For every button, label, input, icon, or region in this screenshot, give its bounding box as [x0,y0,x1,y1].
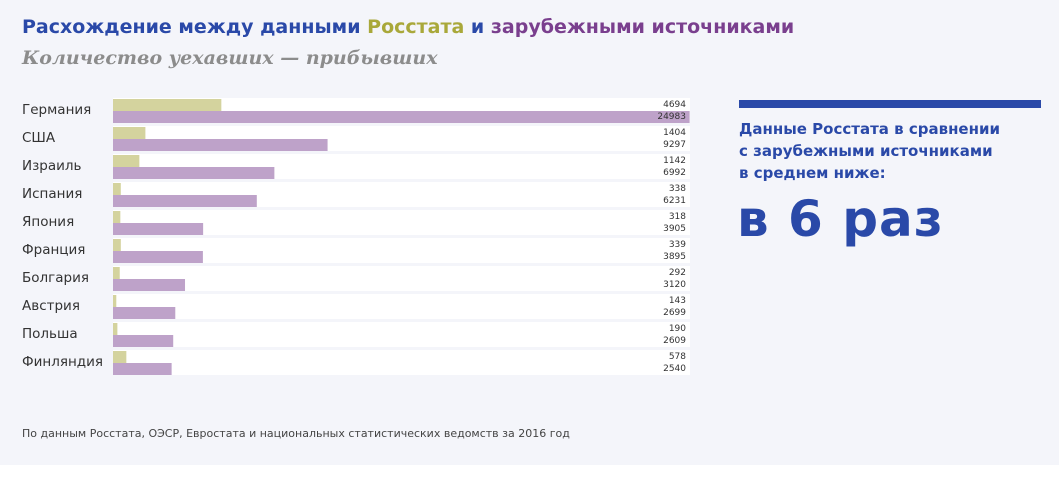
callout-big-number: в 6 раз [737,190,944,248]
chart-subtitle: Количество уехавших — прибывших [22,47,438,69]
bar-foreign [113,335,174,347]
source-footnote: По данным Росстата, ОЭСР, Евростата и на… [22,427,570,440]
category-label: Япония [22,214,74,230]
bar-rosstat [113,239,121,251]
callout-line-1: Данные Росстата в сравнении [739,120,1000,138]
value-label-rosstat: 4694 [663,100,686,110]
value-label-foreign: 2609 [663,336,686,346]
value-label-rosstat: 190 [669,324,686,334]
chart-panel: Расхождение между данными Росстата и зар… [0,0,1059,465]
callout-line-2: с зарубежными источниками [739,142,993,160]
chart-title: Расхождение между данными Росстата и зар… [22,16,794,38]
row-track [113,210,690,235]
row-track [113,266,690,291]
bar-foreign [113,251,203,263]
bar-foreign [113,307,176,319]
bar-rosstat [113,211,121,223]
bar-chart: Германия 4694 24983 США 1404 9297 Израиль 1142 6… [22,98,690,375]
value-label-foreign: 2699 [663,308,686,318]
bar-foreign [113,139,328,151]
bar-rosstat [113,267,120,279]
bar-rosstat [113,155,140,167]
bar-foreign [113,363,172,375]
value-label-rosstat: 338 [669,184,686,194]
value-label-rosstat: 578 [669,352,686,362]
value-label-foreign: 2540 [663,364,686,374]
value-label-rosstat: 143 [669,296,686,306]
row-track [113,322,690,347]
value-label-foreign: 9297 [663,140,686,150]
row-track [113,238,690,263]
row-track [113,294,690,319]
category-label: Израиль [22,158,82,174]
bar-rosstat [113,323,118,335]
category-label: Финляндия [22,354,103,370]
bar-rosstat [113,99,222,111]
category-label: Болгария [22,270,89,286]
title-part-2: и [464,16,491,38]
value-label-rosstat: 318 [669,212,686,222]
value-label-foreign: 3895 [663,252,686,262]
bar-foreign [113,195,257,207]
value-label-rosstat: 1404 [663,128,686,138]
value-label-foreign: 6992 [663,168,686,178]
bar-rosstat [113,351,127,363]
category-label: Испания [22,186,82,202]
bar-foreign [113,223,204,235]
bar-rosstat [113,183,121,195]
title-part-1: Расхождение между данными [22,16,368,38]
bar-foreign [113,111,690,123]
title-foreign: зарубежными источниками [490,16,795,38]
value-label-foreign: 3120 [663,280,686,290]
category-label: Германия [22,102,91,118]
callout-line-3: в среднем ниже: [739,164,886,182]
value-label-rosstat: 1142 [663,156,686,166]
value-label-rosstat: 339 [669,240,686,250]
bar-foreign [113,167,275,179]
value-label-foreign: 6231 [663,196,686,206]
bar-rosstat [113,295,117,307]
category-label: Польша [22,326,78,342]
callout-rule [739,100,1041,108]
category-label: США [22,130,56,146]
callout-text: Данные Росстата в сравнении с зарубежным… [739,118,1039,184]
title-rosstat: Росстата [367,16,465,38]
value-label-foreign: 24983 [657,112,686,122]
bar-foreign [113,279,186,291]
category-label: Франция [22,242,85,258]
row-track [113,350,690,375]
category-label: Австрия [22,298,80,314]
value-label-foreign: 3905 [663,224,686,234]
bar-rosstat [113,127,146,139]
value-label-rosstat: 292 [669,268,686,278]
